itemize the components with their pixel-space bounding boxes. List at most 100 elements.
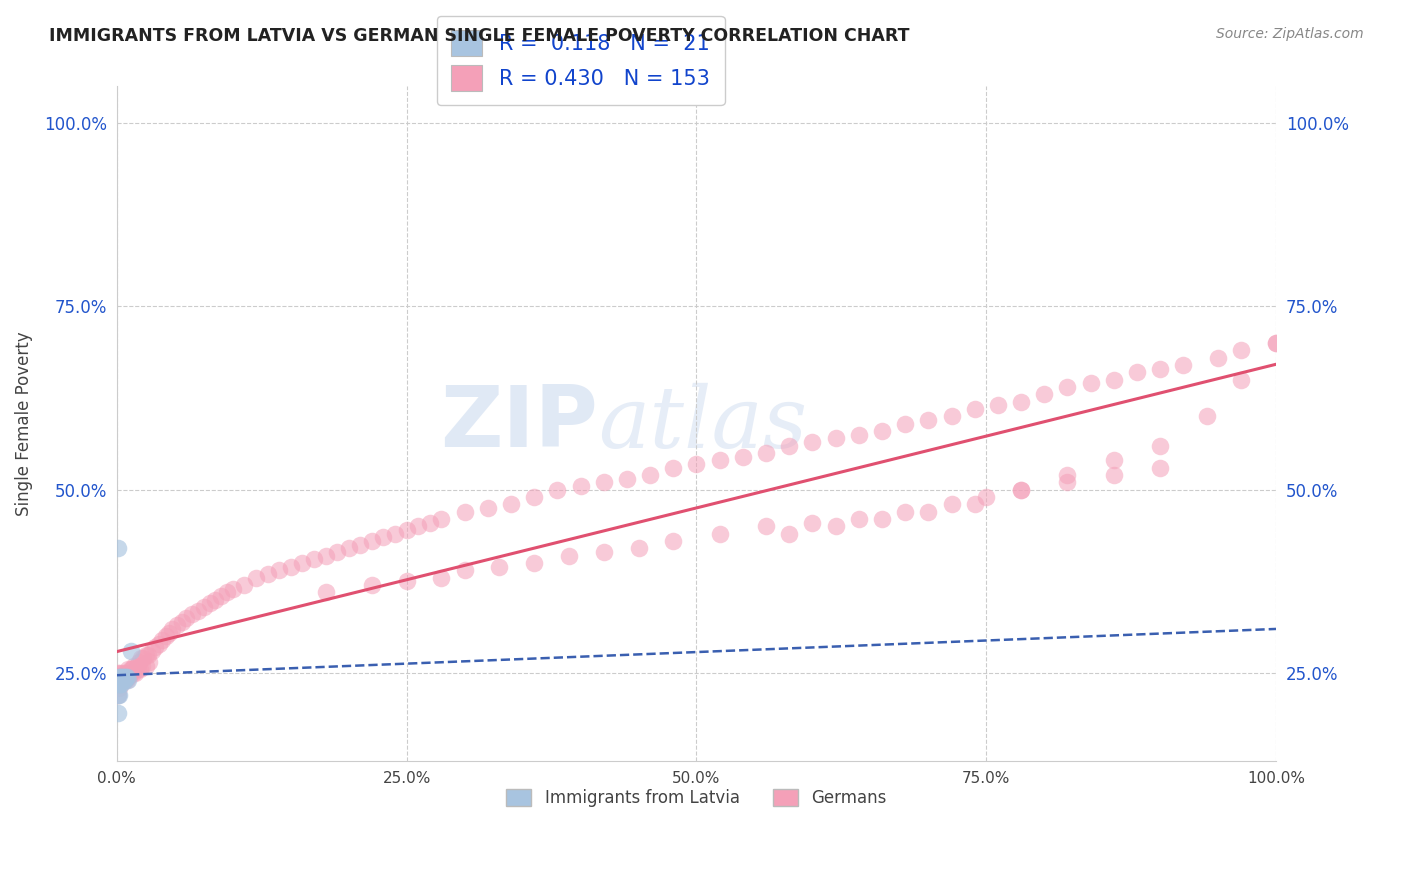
Point: [162, 622, 184, 636]
Point: [150, 633, 173, 648]
Point: [302, 552, 325, 566]
Point: [117, 662, 139, 676]
Point: [801, 435, 824, 450]
Point: [187, 604, 209, 618]
Point: [135, 648, 157, 662]
Point: [1056, 475, 1078, 490]
Point: [107, 666, 129, 681]
Point: [117, 673, 139, 688]
Point: [569, 479, 592, 493]
Point: [1195, 409, 1218, 424]
Text: IMMIGRANTS FROM LATVIA VS GERMAN SINGLE FEMALE POVERTY CORRELATION CHART: IMMIGRANTS FROM LATVIA VS GERMAN SINGLE …: [49, 27, 910, 45]
Point: [1265, 336, 1288, 351]
Point: [115, 670, 138, 684]
Point: [111, 673, 134, 688]
Point: [499, 497, 522, 511]
Point: [1265, 336, 1288, 351]
Point: [894, 417, 917, 431]
Point: [558, 549, 581, 563]
Point: [592, 475, 614, 490]
Point: [108, 670, 131, 684]
Point: [157, 625, 180, 640]
Point: [523, 490, 546, 504]
Legend: Immigrants from Latvia, Germans: Immigrants from Latvia, Germans: [499, 782, 893, 814]
Text: ZIP: ZIP: [440, 382, 598, 466]
Point: [1010, 394, 1032, 409]
Point: [108, 681, 131, 695]
Point: [129, 651, 152, 665]
Point: [395, 574, 418, 589]
Point: [110, 677, 132, 691]
Point: [114, 673, 136, 688]
Point: [1080, 376, 1102, 391]
Point: [108, 670, 131, 684]
Y-axis label: Single Female Poverty: Single Female Poverty: [15, 332, 32, 516]
Point: [125, 658, 148, 673]
Point: [120, 662, 142, 676]
Point: [110, 670, 132, 684]
Point: [110, 673, 132, 688]
Point: [114, 673, 136, 688]
Point: [523, 556, 546, 570]
Point: [108, 673, 131, 688]
Point: [128, 655, 150, 669]
Point: [395, 523, 418, 537]
Point: [110, 670, 132, 684]
Point: [1126, 365, 1149, 379]
Point: [115, 670, 138, 684]
Point: [315, 585, 337, 599]
Point: [1230, 373, 1253, 387]
Point: [337, 541, 360, 556]
Point: [360, 578, 382, 592]
Point: [136, 648, 159, 662]
Point: [107, 541, 129, 556]
Point: [256, 567, 278, 582]
Point: [406, 519, 429, 533]
Point: [120, 644, 142, 658]
Point: [117, 670, 139, 684]
Point: [107, 673, 129, 688]
Point: [315, 549, 337, 563]
Point: [963, 402, 986, 417]
Point: [122, 658, 145, 673]
Point: [111, 673, 134, 688]
Point: [198, 596, 221, 610]
Point: [215, 585, 238, 599]
Point: [131, 658, 153, 673]
Point: [107, 706, 129, 721]
Point: [870, 512, 893, 526]
Point: [110, 670, 132, 684]
Point: [155, 629, 177, 643]
Point: [477, 501, 499, 516]
Point: [384, 526, 406, 541]
Point: [112, 670, 135, 684]
Point: [143, 640, 166, 655]
Point: [115, 666, 138, 681]
Point: [488, 559, 510, 574]
Point: [114, 670, 136, 684]
Point: [419, 516, 441, 530]
Point: [963, 497, 986, 511]
Point: [132, 651, 155, 665]
Point: [122, 666, 145, 681]
Point: [731, 450, 754, 464]
Point: [291, 556, 314, 570]
Point: [778, 526, 800, 541]
Point: [121, 662, 143, 676]
Point: [1173, 358, 1195, 372]
Point: [124, 666, 146, 681]
Point: [107, 688, 129, 702]
Point: [326, 545, 349, 559]
Point: [755, 519, 778, 533]
Point: [974, 490, 997, 504]
Text: atlas: atlas: [598, 383, 807, 465]
Point: [592, 545, 614, 559]
Point: [627, 541, 650, 556]
Point: [709, 453, 731, 467]
Point: [245, 571, 267, 585]
Point: [373, 530, 395, 544]
Point: [917, 413, 939, 427]
Point: [941, 497, 963, 511]
Point: [181, 607, 204, 622]
Point: [778, 439, 800, 453]
